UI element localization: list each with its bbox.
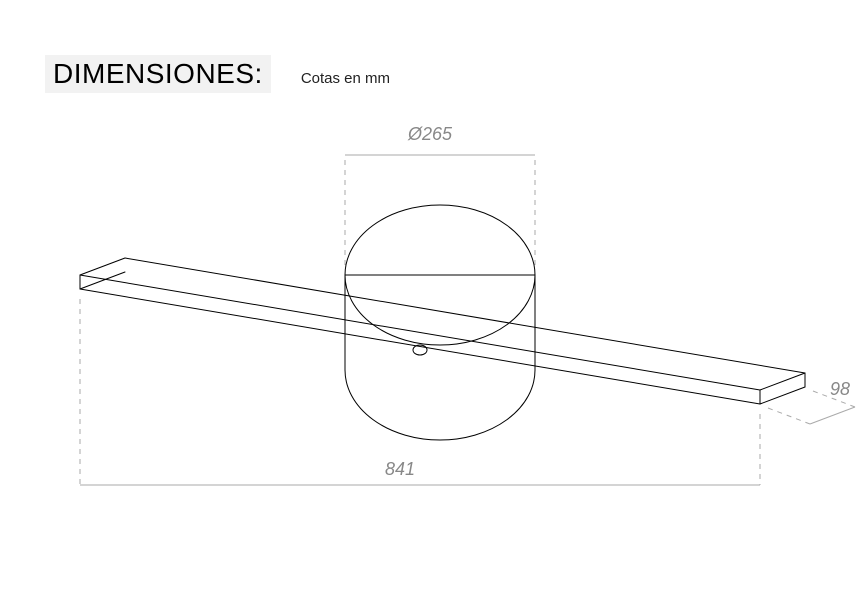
dim-depth: 98 <box>830 379 850 399</box>
dim-width: 841 <box>385 459 415 479</box>
technical-drawing: 841 98 Ø265 <box>0 0 865 600</box>
dim-diameter: Ø265 <box>407 124 453 144</box>
